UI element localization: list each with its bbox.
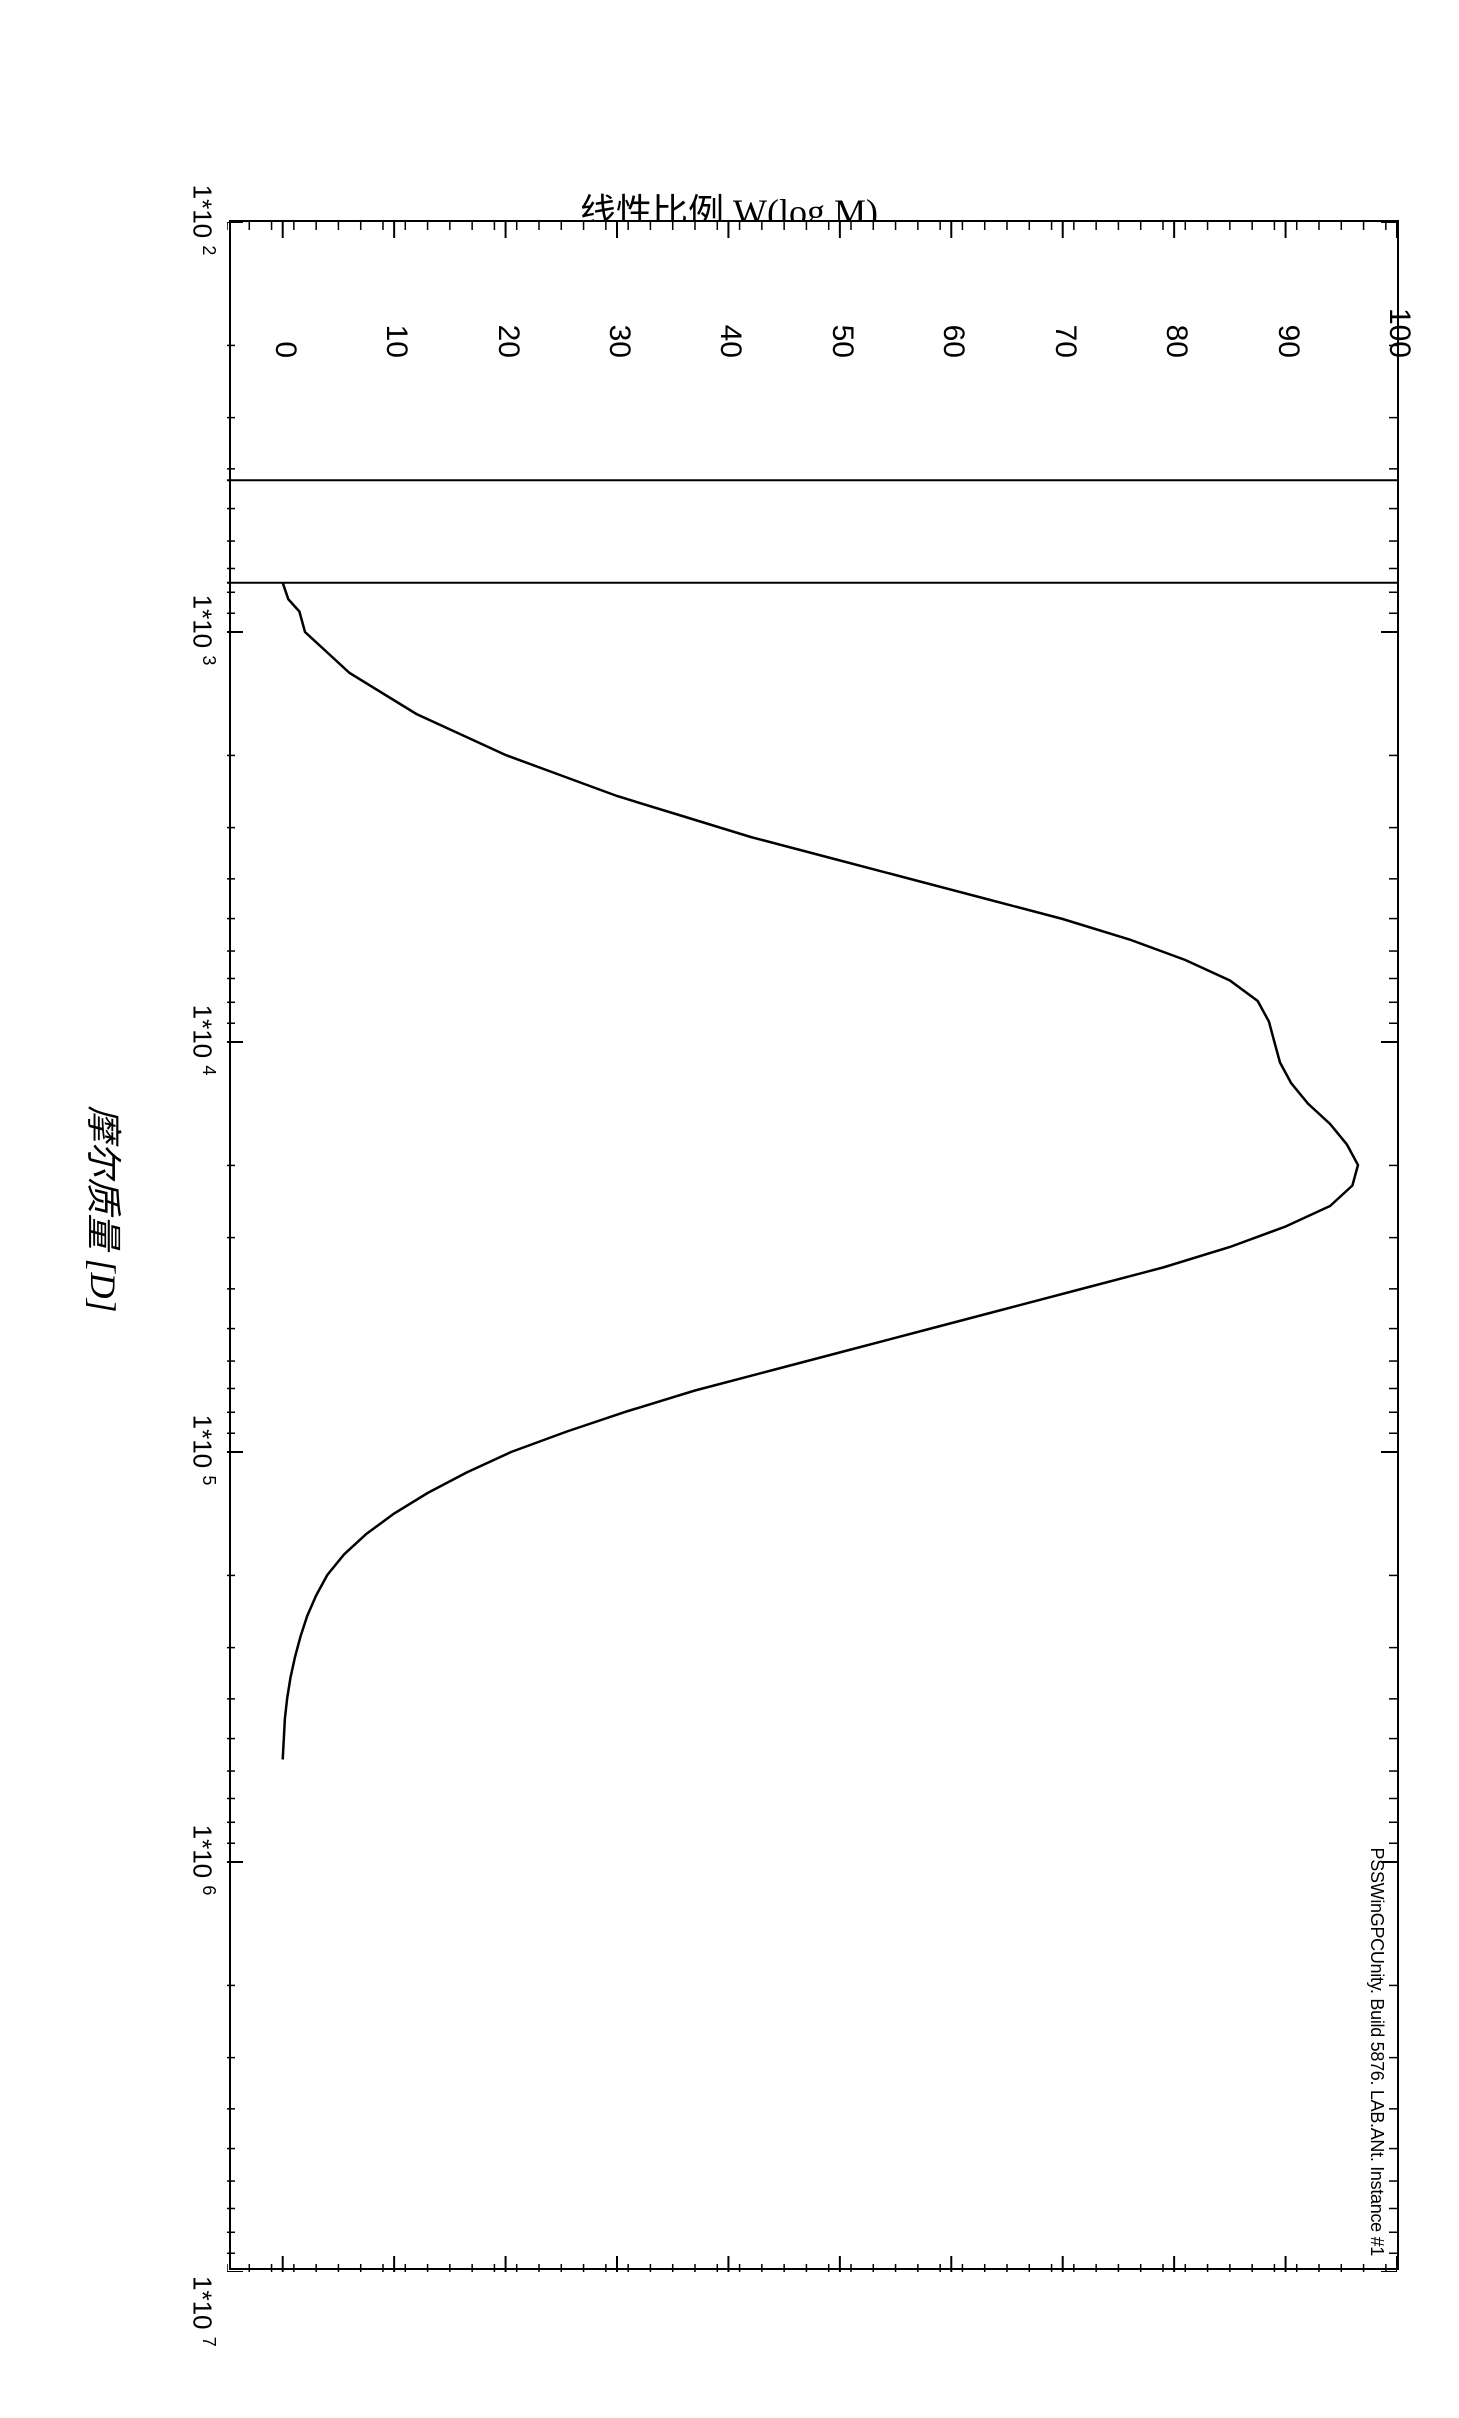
- x-tick-label: 1*10 6: [186, 1825, 219, 1896]
- y-tick-label: 70: [1048, 298, 1082, 358]
- x-tick-label: 1*10 4: [186, 1005, 219, 1076]
- y-tick-label: 20: [491, 298, 525, 358]
- y-tick-label: 30: [602, 298, 636, 358]
- y-tick-label: 40: [713, 298, 747, 358]
- y-tick-label: 50: [825, 298, 859, 358]
- y-tick-label: 80: [1159, 298, 1193, 358]
- y-tick-label: 10: [379, 298, 413, 358]
- x-tick-label: 1*10 7: [186, 2276, 219, 2347]
- gpc-chart: 线性比例 W(log M) 摩尔质量 [D] PSSWinGPCUnity. B…: [0, 0, 1459, 2418]
- chart-svg: [227, 222, 1397, 2272]
- y-tick-label: 90: [1271, 298, 1305, 358]
- x-tick-label: 1*10 5: [186, 1415, 219, 1486]
- plot-area: PSSWinGPCUnity. Build 5876. LAB.ANt. Ins…: [229, 220, 1399, 2270]
- x-tick-label: 1*10 2: [186, 185, 219, 256]
- y-tick-label: 100: [1382, 298, 1416, 358]
- y-tick-label: 60: [936, 298, 970, 358]
- x-axis-label: 摩尔质量 [D]: [80, 1105, 132, 1312]
- watermark-text: PSSWinGPCUnity. Build 5876. LAB.ANt. Ins…: [1366, 1848, 1387, 2256]
- x-tick-label: 1*10 3: [186, 595, 219, 666]
- y-tick-label: 0: [268, 298, 302, 358]
